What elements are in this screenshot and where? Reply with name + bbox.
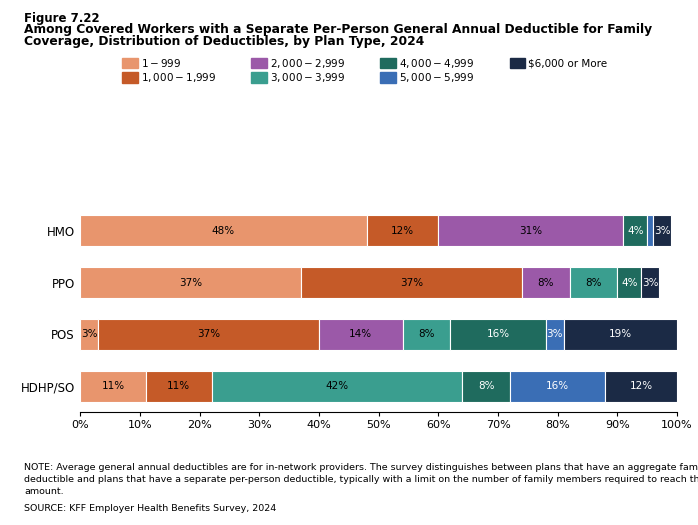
Text: Among Covered Workers with a Separate Per-Person General Annual Deductible for F: Among Covered Workers with a Separate Pe… <box>24 23 653 36</box>
Bar <box>146 371 211 402</box>
Bar <box>546 319 564 350</box>
Text: $1,000 - $1,999: $1,000 - $1,999 <box>141 71 216 84</box>
Text: 4%: 4% <box>627 226 644 236</box>
Text: $6,000 or More: $6,000 or More <box>528 58 607 68</box>
Bar <box>462 371 510 402</box>
Bar <box>98 319 319 350</box>
Text: 12%: 12% <box>391 226 414 236</box>
Bar <box>510 371 605 402</box>
Text: NOTE: Average general annual deductibles are for in-network providers. The surve: NOTE: Average general annual deductibles… <box>24 463 698 496</box>
Text: $2,000 - $2,999: $2,000 - $2,999 <box>270 57 346 69</box>
Text: $3,000 - $3,999: $3,000 - $3,999 <box>270 71 346 84</box>
Text: 19%: 19% <box>609 329 632 339</box>
Bar <box>80 215 366 246</box>
Bar <box>80 319 98 350</box>
Text: 31%: 31% <box>519 226 542 236</box>
Bar <box>450 319 546 350</box>
Bar <box>617 267 641 298</box>
Text: 8%: 8% <box>585 278 602 288</box>
Text: 14%: 14% <box>349 329 372 339</box>
Text: 3%: 3% <box>547 329 563 339</box>
Text: 3%: 3% <box>642 278 658 288</box>
Text: 12%: 12% <box>630 381 653 391</box>
Text: 11%: 11% <box>168 381 191 391</box>
Bar <box>570 267 617 298</box>
Bar <box>301 267 522 298</box>
Text: 3%: 3% <box>81 329 98 339</box>
Text: 16%: 16% <box>546 381 570 391</box>
Bar <box>653 215 671 246</box>
Text: 37%: 37% <box>400 278 423 288</box>
Text: 4%: 4% <box>621 278 637 288</box>
Text: 11%: 11% <box>101 381 125 391</box>
Text: $1 - $999: $1 - $999 <box>141 57 181 69</box>
Bar <box>438 215 623 246</box>
Bar <box>641 267 659 298</box>
Bar <box>80 371 146 402</box>
Bar <box>319 319 403 350</box>
Bar <box>605 371 677 402</box>
Text: 48%: 48% <box>212 226 235 236</box>
Bar <box>366 215 438 246</box>
Bar <box>403 319 450 350</box>
Text: 8%: 8% <box>418 329 435 339</box>
Bar <box>647 215 653 246</box>
Text: $5,000 - $5,999: $5,000 - $5,999 <box>399 71 475 84</box>
Text: 8%: 8% <box>478 381 494 391</box>
Text: 37%: 37% <box>179 278 202 288</box>
Text: 8%: 8% <box>537 278 554 288</box>
Bar <box>211 371 462 402</box>
Bar <box>80 267 301 298</box>
Text: Coverage, Distribution of Deductibles, by Plan Type, 2024: Coverage, Distribution of Deductibles, b… <box>24 35 424 48</box>
Text: 16%: 16% <box>487 329 510 339</box>
Text: 3%: 3% <box>654 226 670 236</box>
Text: $4,000 - $4,999: $4,000 - $4,999 <box>399 57 475 69</box>
Text: Figure 7.22: Figure 7.22 <box>24 12 100 25</box>
Text: 42%: 42% <box>325 381 348 391</box>
Bar <box>623 215 647 246</box>
Bar <box>564 319 677 350</box>
Text: SOURCE: KFF Employer Health Benefits Survey, 2024: SOURCE: KFF Employer Health Benefits Sur… <box>24 504 276 513</box>
Text: 37%: 37% <box>197 329 220 339</box>
Bar <box>522 267 570 298</box>
